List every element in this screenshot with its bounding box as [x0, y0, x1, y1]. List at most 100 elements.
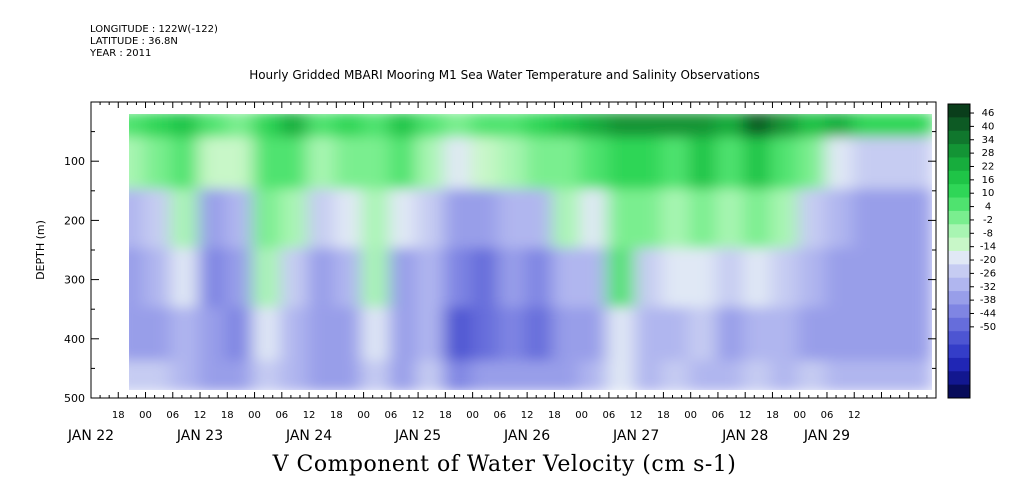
heatmap-cell	[198, 307, 230, 365]
heatmap-cell	[334, 188, 366, 252]
heatmap-cell	[443, 137, 475, 193]
x-tick-label: 00	[575, 410, 588, 421]
heatmap-cell	[525, 188, 557, 252]
x-day-label: JAN 28	[721, 428, 768, 444]
colorbar-swatch	[948, 210, 970, 225]
heatmap-cell	[470, 114, 502, 141]
colorbar-swatch	[948, 384, 970, 399]
colorbar-label: 28	[982, 148, 995, 159]
heatmap-cell	[770, 307, 802, 365]
heatmap-cell	[743, 188, 775, 252]
heatmap-cell	[715, 114, 748, 141]
x-tick-label: 18	[657, 410, 670, 421]
colorbar: 46 40 34 28 22 16 10 4 -2 -8 -14 -20 -26 -32 -38 -44 -50	[947, 103, 996, 399]
colorbar-label: -26	[980, 268, 996, 279]
colorbar-label: -50	[980, 322, 996, 333]
heatmap-cell	[388, 188, 421, 252]
colorbar-label: 10	[982, 188, 995, 199]
heatmap-cell	[252, 360, 284, 390]
heatmap-cell	[743, 307, 775, 365]
colorbar-swatch	[948, 170, 970, 185]
heatmap-cell	[797, 188, 829, 252]
heatmap-cell	[361, 114, 393, 141]
heatmap-cell	[770, 188, 802, 252]
heatmap-cell	[388, 248, 421, 312]
axes: 100 200 300 400 500 DEPTH (m) 18 00 06 12 18 00 06 12…	[34, 102, 937, 444]
heatmap-cell	[743, 114, 775, 141]
heatmap-cell	[552, 307, 584, 365]
colorbar-swatch	[948, 264, 970, 279]
heatmap-cell	[361, 137, 393, 193]
heatmap-cell	[170, 307, 203, 365]
heatmap-cell	[198, 137, 230, 193]
heatmap-cell	[497, 114, 530, 141]
heatmap-cell	[279, 114, 312, 141]
heatmap-cell	[634, 307, 666, 365]
colorbar-swatch	[948, 237, 970, 252]
year-label: YEAR : 2011	[90, 48, 152, 59]
x-day-label: JAN 24	[285, 428, 332, 444]
heatmap-cell	[143, 360, 175, 390]
heatmap-cell	[579, 137, 611, 193]
chart-title: Hourly Gridded MBARI Mooring M1 Sea Wate…	[249, 68, 760, 82]
heatmap-cell	[634, 188, 666, 252]
heatmap-cell	[388, 137, 421, 193]
heatmap-cell	[797, 114, 829, 141]
heatmap-cell	[279, 307, 312, 365]
heatmap-cell	[688, 360, 720, 390]
heatmap-cell	[606, 360, 639, 390]
heatmap-cell	[852, 307, 932, 365]
colorbar-swatch	[948, 291, 970, 305]
heatmap-cell	[715, 137, 748, 193]
heatmap-cell	[225, 307, 257, 365]
heatmap-cell	[143, 248, 175, 312]
x-day-label: JAN 29	[803, 428, 850, 444]
heatmap-cell	[824, 307, 857, 365]
colorbar-swatch	[948, 304, 970, 319]
heatmap-cell	[579, 307, 611, 365]
heatmap-cell	[129, 248, 148, 312]
heatmap-cell	[715, 307, 748, 365]
heatmap-cell	[715, 188, 748, 252]
heatmap-cell	[279, 248, 312, 312]
x-tick-label: 06	[384, 410, 397, 421]
heatmap-cell	[661, 307, 693, 365]
heatmap-cell	[143, 307, 175, 365]
heatmap-cell	[688, 114, 720, 141]
colorbar-label: 4	[985, 202, 991, 213]
heatmap-cell	[606, 114, 639, 141]
x-tick-label: 18	[221, 410, 234, 421]
colorbar-swatch	[948, 104, 970, 118]
colorbar-label: -44	[980, 308, 996, 319]
heatmap-cell	[852, 188, 932, 252]
heatmap-cell	[361, 248, 393, 312]
colorbar-swatch	[948, 317, 970, 332]
heatmap-cell	[525, 137, 557, 193]
heatmap-cell	[225, 114, 257, 141]
colorbar-label: 22	[982, 161, 995, 172]
heatmap-cell	[552, 360, 584, 390]
heatmap-cell	[552, 188, 584, 252]
heatmap-cell	[552, 137, 584, 193]
heatmap-cell	[388, 360, 421, 390]
heatmap-cell	[525, 248, 557, 312]
heatmap-cell	[688, 307, 720, 365]
heatmap-cell	[198, 360, 230, 390]
colorbar-swatch	[948, 331, 970, 346]
heatmap-cell	[497, 360, 530, 390]
y-tick-label: 200	[64, 214, 85, 227]
heatmap-cell	[661, 188, 693, 252]
colorbar-swatch	[948, 144, 970, 158]
x-tick-label: 18	[112, 410, 125, 421]
colorbar-label: -38	[980, 295, 996, 306]
x-tick-label: 00	[466, 410, 479, 421]
heatmap-cell	[388, 307, 421, 365]
heatmap-cell	[443, 307, 475, 365]
heatmap-cell	[129, 114, 148, 141]
y-tick-label: 500	[64, 392, 85, 405]
colorbar-border	[947, 103, 971, 399]
heatmap-cell	[852, 114, 932, 141]
x-tick-label: 06	[821, 410, 834, 421]
heatmap-cell	[634, 114, 666, 141]
